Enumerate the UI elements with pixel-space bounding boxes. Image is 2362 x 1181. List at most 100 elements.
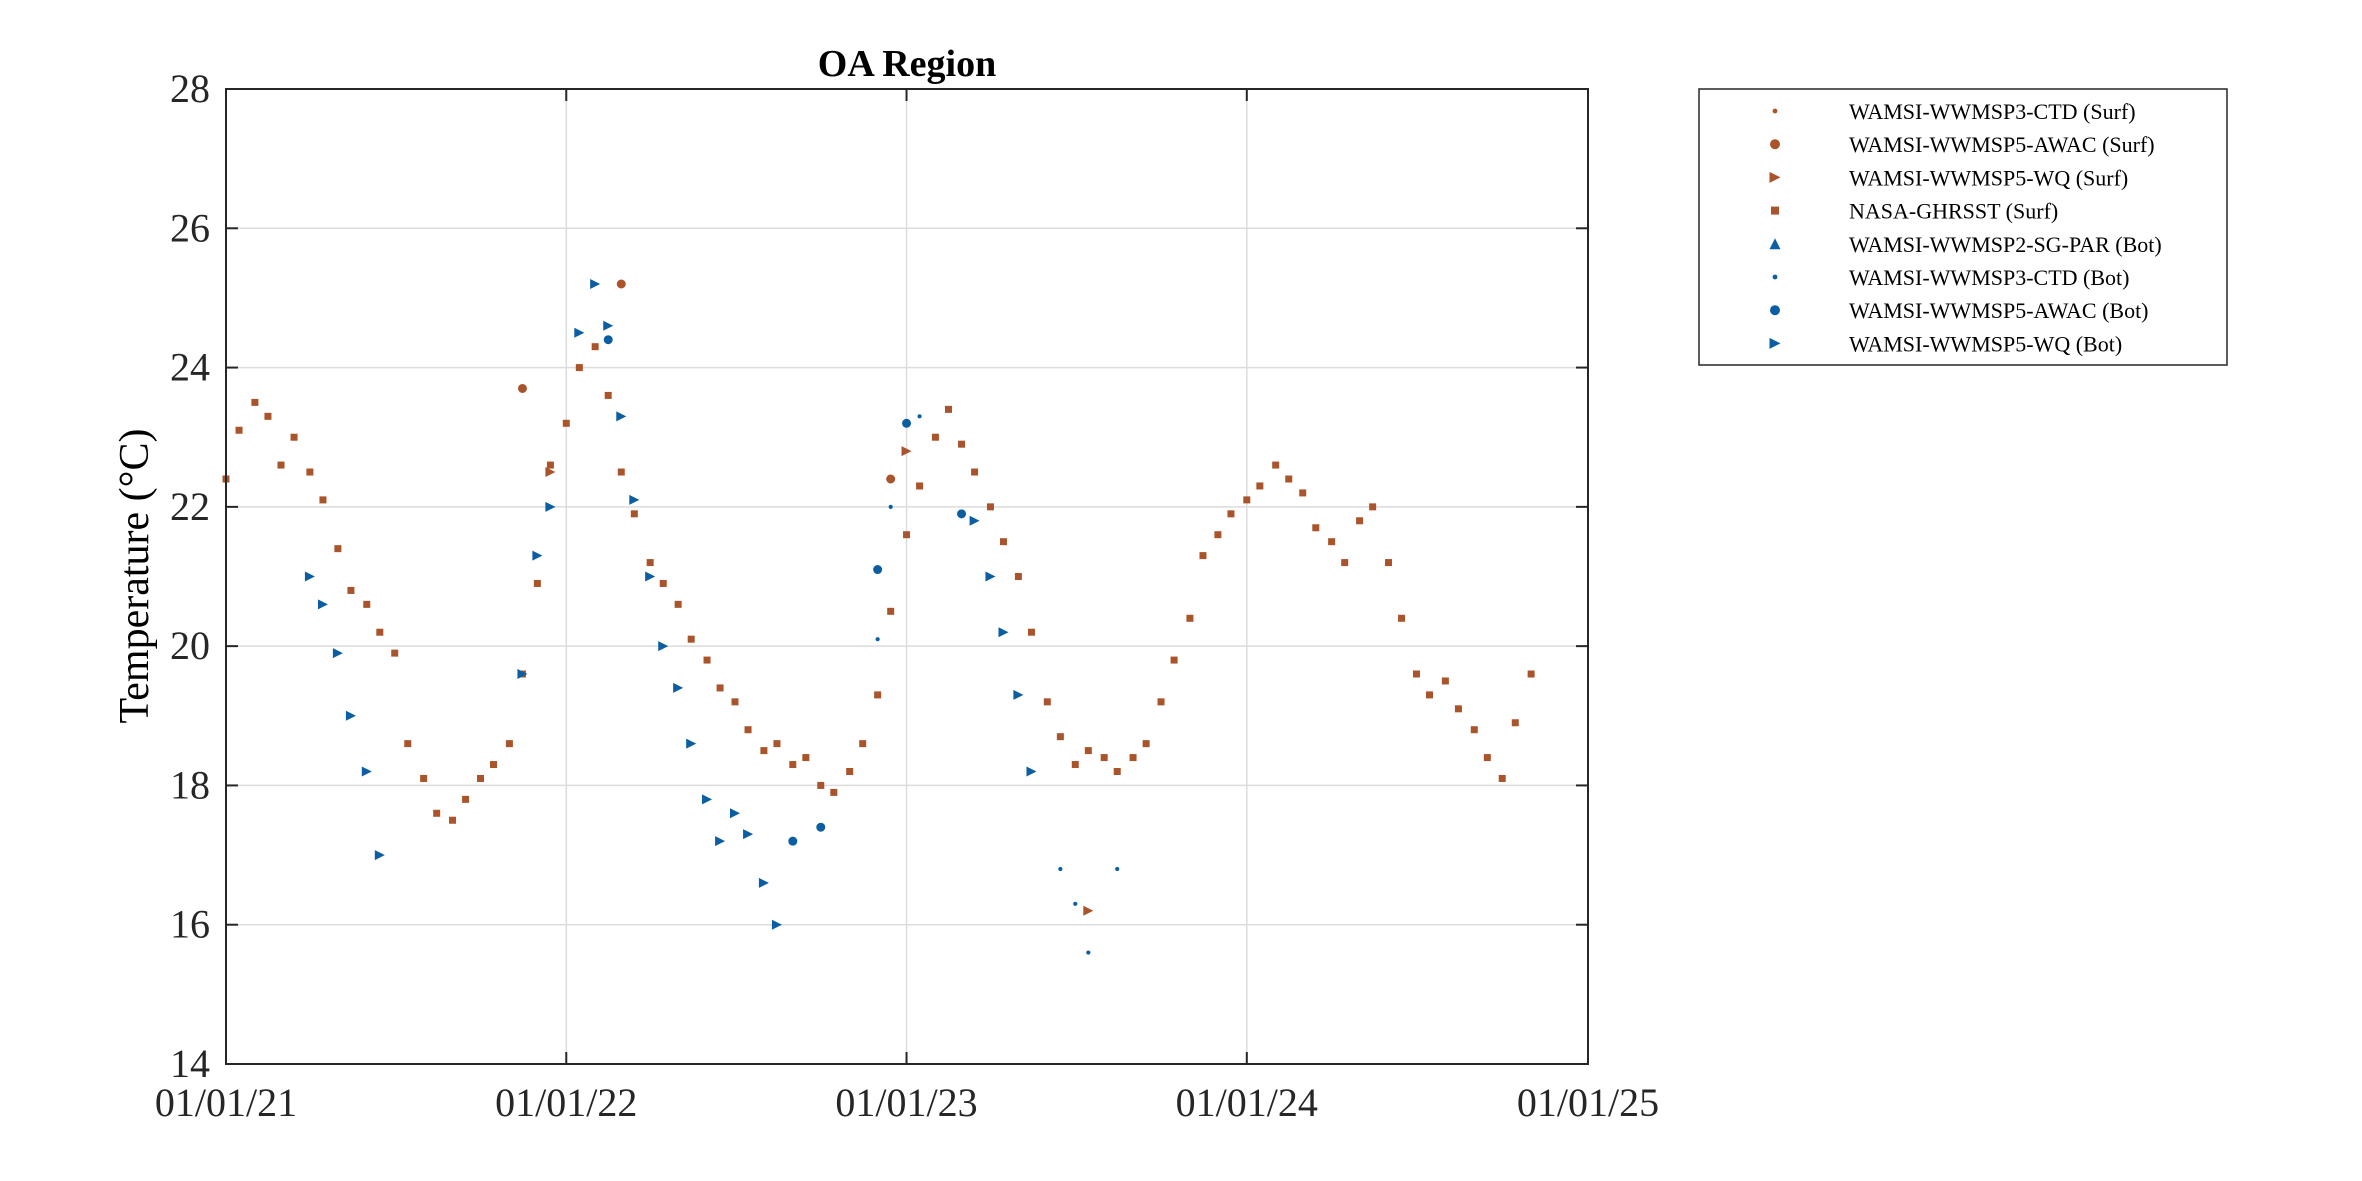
- data-point: [802, 754, 810, 762]
- data-point: [903, 531, 911, 539]
- data-point: [345, 710, 356, 721]
- data-point: [616, 411, 627, 422]
- data-point: [391, 649, 399, 657]
- data-point: [319, 496, 327, 504]
- y-tick-label: 14: [170, 1041, 210, 1086]
- data-point: [1483, 754, 1491, 762]
- data-point: [603, 335, 613, 345]
- data-point: [816, 822, 826, 832]
- x-tick-label: 01/01/24: [1176, 1080, 1318, 1125]
- data-point: [477, 774, 485, 782]
- y-tick-label: 22: [170, 484, 210, 529]
- data-point: [347, 586, 355, 594]
- data-point: [404, 740, 412, 748]
- data-point: [1113, 768, 1121, 775]
- data-point: [886, 474, 896, 484]
- data-point: [1243, 496, 1251, 504]
- chart-title: OA Region: [818, 43, 996, 85]
- data-point: [306, 468, 314, 476]
- data-point: [658, 641, 669, 652]
- data-point: [901, 446, 912, 457]
- data-point: [817, 781, 825, 789]
- data-point: [1299, 489, 1307, 497]
- y-tick-label: 24: [170, 345, 210, 390]
- legend: WAMSI-WWMSP3-CTD (Surf) WAMSI-WWMSP5-AWAC…: [1698, 88, 2228, 366]
- axis-ticks: [225, 88, 1589, 1065]
- series-group: [222, 343, 1535, 824]
- data-point: [1086, 950, 1091, 955]
- data-point: [1170, 656, 1178, 664]
- data-point: [686, 738, 697, 749]
- data-point: [546, 461, 554, 469]
- data-point: [590, 279, 601, 289]
- data-point: [969, 515, 980, 526]
- data-point: [716, 684, 724, 692]
- data-point: [659, 579, 667, 587]
- data-point: [1056, 733, 1064, 741]
- data-point: [629, 494, 640, 505]
- data-point: [1441, 677, 1449, 685]
- data-point: [420, 774, 428, 782]
- data-point: [617, 468, 625, 476]
- data-point: [591, 343, 599, 351]
- legend-entry: WAMSI-WWMSP3-CTD (Surf): [1849, 99, 2136, 124]
- data-point: [1100, 754, 1108, 762]
- data-point: [673, 682, 684, 693]
- data-point: [958, 440, 966, 448]
- data-point: [916, 482, 924, 490]
- data-point: [1073, 901, 1078, 906]
- data-point: [789, 761, 797, 769]
- x-axis-tick-labels: 01/01/21 01/01/22 01/01/23 01/01/24 01/01/25: [155, 1080, 1659, 1125]
- data-point: [264, 412, 272, 420]
- data-point: [251, 398, 259, 406]
- legend-marker: [1771, 206, 1779, 215]
- data-point: [574, 327, 585, 338]
- data-point: [1083, 905, 1094, 916]
- data-point: [646, 559, 654, 567]
- data-point: [1026, 766, 1037, 777]
- data-point: [545, 501, 556, 512]
- data-point: [1272, 461, 1280, 469]
- series-group: [517, 279, 896, 484]
- data-point: [830, 788, 838, 796]
- data-point: [902, 418, 912, 428]
- y-axis-label: Temperature (°C): [112, 429, 158, 724]
- y-tick-label: 28: [170, 66, 210, 111]
- data-point: [1328, 538, 1336, 546]
- data-point: [317, 599, 328, 610]
- data-point: [731, 698, 739, 706]
- series-group: [875, 414, 1120, 955]
- data-point: [545, 467, 556, 478]
- data-point: [645, 571, 656, 582]
- data-point: [1527, 670, 1535, 678]
- series-group: [304, 279, 1037, 930]
- data-point: [1398, 614, 1406, 622]
- legend-entry: WAMSI-WWMSP5-AWAC (Surf): [1849, 132, 2155, 157]
- data-markers: [222, 279, 1535, 955]
- data-point: [361, 766, 372, 777]
- data-point: [917, 414, 922, 419]
- legend-entry: NASA-GHRSST (Surf): [1849, 199, 2058, 224]
- data-point: [462, 795, 470, 803]
- data-point: [846, 768, 854, 775]
- y-tick-label: 26: [170, 205, 210, 250]
- data-point: [715, 836, 726, 847]
- data-point: [1043, 698, 1051, 706]
- data-point: [1014, 573, 1022, 580]
- legend-entry: WAMSI-WWMSP5-AWAC (Bot): [1849, 298, 2149, 323]
- data-point: [533, 579, 541, 587]
- series-group: [603, 335, 967, 846]
- x-tick-label: 01/01/25: [1517, 1080, 1659, 1125]
- data-point: [931, 433, 939, 441]
- data-point: [363, 600, 371, 608]
- y-tick-label: 16: [170, 902, 210, 947]
- data-point: [874, 691, 882, 699]
- data-point: [730, 808, 741, 819]
- data-point: [517, 669, 528, 679]
- data-point: [760, 747, 768, 755]
- legend-entry: WAMSI-WWMSP2-SG-PAR (Bot): [1849, 232, 2162, 257]
- data-point: [517, 383, 527, 393]
- data-point: [859, 740, 867, 748]
- data-point: [304, 571, 315, 582]
- data-point: [1454, 705, 1462, 713]
